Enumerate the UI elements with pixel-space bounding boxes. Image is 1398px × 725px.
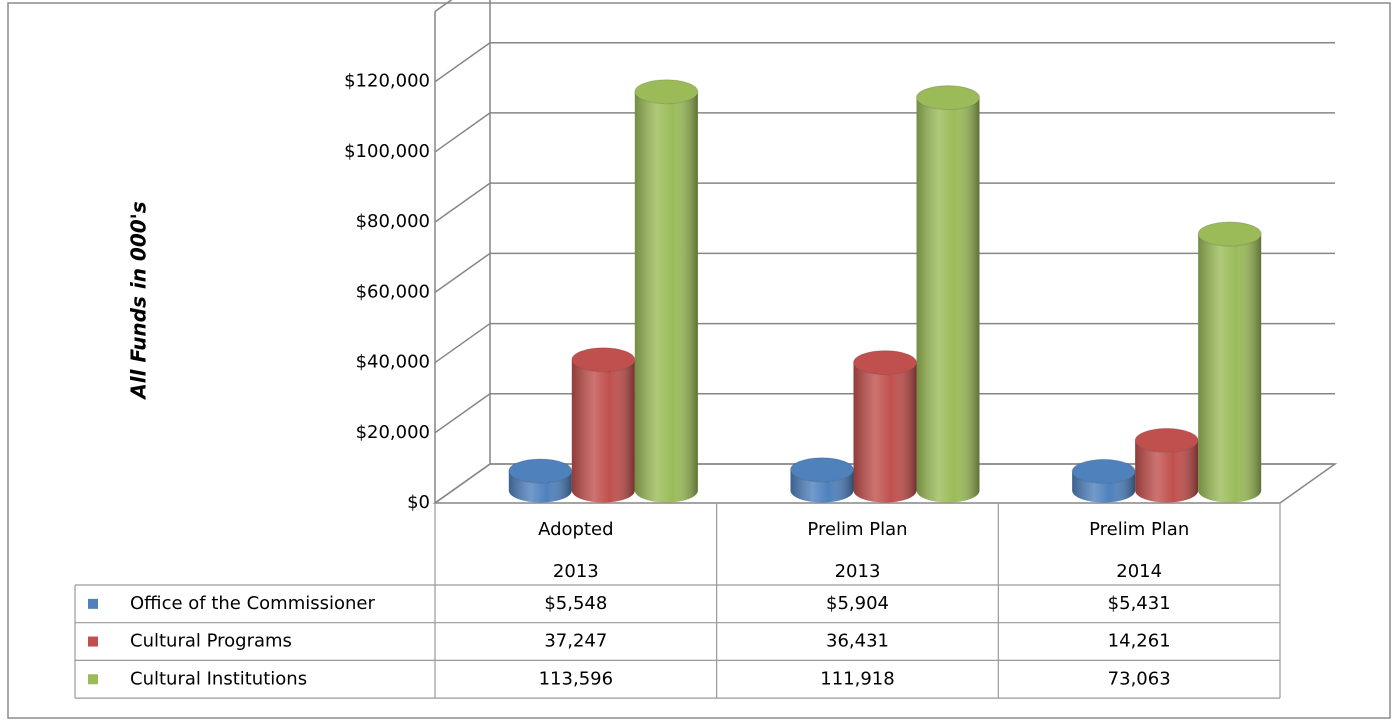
y-axis-label: All Funds in 000's xyxy=(127,201,151,400)
y-tick-label: $120,000 xyxy=(344,71,430,92)
bar-shading xyxy=(1072,471,1136,503)
grid-line xyxy=(434,252,1335,293)
chart-border xyxy=(7,2,1391,719)
bar-top xyxy=(508,458,573,484)
bar-shading xyxy=(853,362,917,503)
data-label: 36,431 xyxy=(826,631,889,652)
bar-top xyxy=(853,350,917,376)
x-tick-label: Prelim Plan xyxy=(807,519,907,540)
data-label: $5,431 xyxy=(1108,593,1171,614)
data-label: 14,261 xyxy=(1108,631,1171,652)
y-tick-label: $100,000 xyxy=(344,141,430,162)
data-label: 111,918 xyxy=(820,668,894,689)
data-label: $5,548 xyxy=(544,593,607,614)
bar-shading xyxy=(790,469,854,503)
x-tick-label: 2013 xyxy=(553,561,599,582)
data-label: 73,063 xyxy=(1108,668,1171,689)
legend-label: Cultural Institutions xyxy=(130,668,307,689)
grid-line xyxy=(434,463,1335,504)
bar-shading xyxy=(1198,233,1262,503)
grid-line xyxy=(434,41,1335,83)
x-tick-label: 2014 xyxy=(1116,561,1162,582)
data-label: 113,596 xyxy=(539,668,613,689)
bar-top xyxy=(1197,221,1262,247)
bar-top xyxy=(1071,458,1136,484)
x-tick-label: Prelim Plan xyxy=(1089,519,1189,540)
legend-key xyxy=(88,674,98,685)
grid-line xyxy=(434,182,1335,223)
grid-line xyxy=(434,322,1335,364)
bar-shading xyxy=(1135,440,1199,503)
data-label: 37,247 xyxy=(544,631,607,652)
bar-top xyxy=(1134,427,1199,453)
grid-line xyxy=(434,393,1335,434)
bar-shading xyxy=(634,91,698,503)
bar-top xyxy=(916,85,980,111)
bar-shading xyxy=(508,471,572,503)
legend-key xyxy=(88,636,98,647)
bar-top xyxy=(790,457,854,483)
legend-label: Office of the Commissioner xyxy=(130,593,375,614)
y-tick-label: $20,000 xyxy=(356,422,430,443)
bar-shading xyxy=(571,359,635,503)
y-tick-label: $0 xyxy=(407,492,430,513)
y-tick-label: $60,000 xyxy=(356,281,430,302)
bar-top xyxy=(634,79,699,105)
y-tick-label: $80,000 xyxy=(356,211,430,232)
legend-label: Cultural Programs xyxy=(130,631,292,652)
bar-top xyxy=(571,347,636,373)
bar-shading xyxy=(916,97,980,503)
x-tick-label: Adopted xyxy=(538,519,613,540)
y-tick-label: $40,000 xyxy=(356,352,430,373)
grid-line xyxy=(434,112,1335,153)
data-label: $5,904 xyxy=(826,593,889,614)
legend-key xyxy=(88,598,98,609)
x-tick-label: 2013 xyxy=(835,561,881,582)
